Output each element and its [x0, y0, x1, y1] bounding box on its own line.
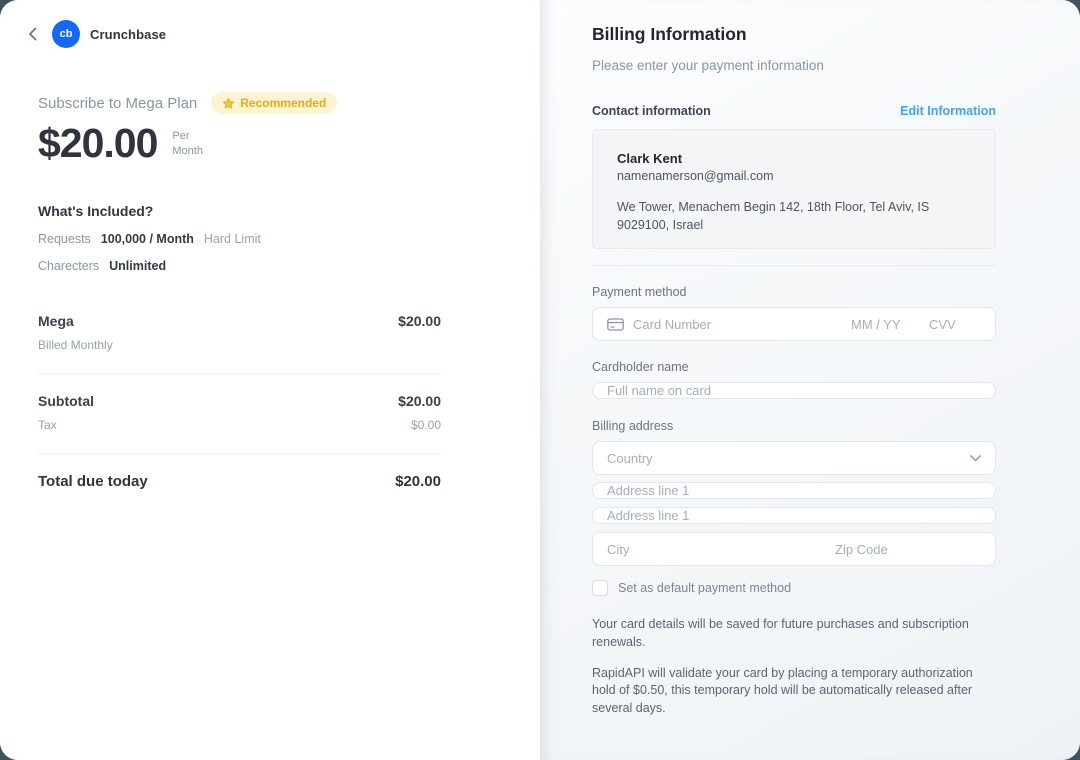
payment-method-label: Payment method	[592, 285, 687, 299]
address-line2-input[interactable]	[592, 507, 996, 524]
billing-address-label: Billing address	[592, 419, 674, 433]
contact-info-card: Clark Kent namenamerson@gmail.com We Tow…	[592, 129, 996, 249]
card-input-group	[592, 307, 996, 341]
contact-address: We Tower, Menachem Begin 142, 18th Floor…	[617, 200, 930, 233]
plan-summary-panel: cb Crunchbase Subscribe to Mega Plan Rec…	[20, 20, 441, 490]
total-value: $20.00	[395, 473, 441, 490]
crunchbase-logo: cb	[52, 20, 80, 48]
logo-text: cb	[59, 28, 73, 40]
city-zip-group	[592, 532, 996, 566]
app-name: Crunchbase	[90, 26, 167, 42]
divider	[38, 373, 441, 374]
default-payment-checkbox[interactable]	[592, 580, 608, 596]
billing-panel: Billing Information Please enter your pa…	[540, 0, 1080, 760]
badge-label: Recommended	[240, 96, 327, 110]
topbar: cb Crunchbase	[20, 20, 441, 48]
authorization-hold-note: RapidAPI will validate your card by plac…	[592, 665, 973, 716]
card-cvv-input[interactable]	[929, 308, 991, 340]
plan-period: Per Month	[172, 129, 203, 157]
card-expiry-input[interactable]	[851, 308, 929, 340]
country-select[interactable]: Country	[592, 441, 996, 475]
card-number-input[interactable]	[633, 308, 851, 340]
item-price: $20.00	[398, 313, 441, 329]
order-summary: Mega $20.00 Billed Monthly Subtotal $20.…	[38, 313, 441, 490]
total-row: Total due today $20.00	[38, 473, 441, 490]
city-input[interactable]	[593, 533, 835, 565]
subtotal-row: Subtotal $20.00	[38, 393, 441, 409]
feature-row-characters: Charecters Unlimited	[38, 259, 167, 273]
included-heading: What's Included?	[38, 203, 154, 219]
star-icon	[223, 97, 235, 108]
zip-code-input[interactable]	[835, 533, 995, 565]
contact-section-label: Contact information	[592, 104, 711, 118]
credit-card-icon	[607, 317, 624, 331]
chevron-down-icon	[970, 454, 981, 461]
default-payment-label: Set as default payment method	[618, 581, 792, 595]
card-save-note: Your card details will be saved for futu…	[592, 617, 969, 649]
tax-row: Tax $0.00	[38, 418, 441, 432]
line-item-row: Mega $20.00	[38, 313, 441, 329]
page-subtitle: Please enter your payment information	[592, 58, 824, 73]
country-placeholder: Country	[607, 450, 653, 466]
contact-email: namenamerson@gmail.com	[617, 169, 774, 183]
address-line1-input[interactable]	[592, 482, 996, 499]
cardholder-name-input[interactable]	[592, 382, 996, 399]
cardholder-name-label: Cardholder name	[592, 360, 689, 374]
subtotal-value: $20.00	[398, 393, 441, 409]
divider	[592, 265, 996, 266]
item-name: Mega	[38, 313, 74, 329]
plan-title: Subscribe to Mega Plan	[38, 94, 198, 112]
back-button[interactable]	[20, 22, 44, 46]
recommended-badge: Recommended	[211, 92, 338, 114]
chevron-left-icon	[28, 27, 36, 41]
item-billing-cycle: Billed Monthly	[38, 338, 113, 352]
contact-name: Clark Kent	[617, 151, 683, 166]
plan-price: $20.00	[38, 120, 158, 166]
edit-information-link[interactable]: Edit Information	[900, 104, 996, 118]
divider	[38, 453, 441, 454]
feature-row-requests: Requests 100,000 / Month Hard Limit	[38, 232, 261, 246]
tax-value: $0.00	[410, 418, 441, 432]
page-title: Billing Information	[592, 24, 747, 44]
